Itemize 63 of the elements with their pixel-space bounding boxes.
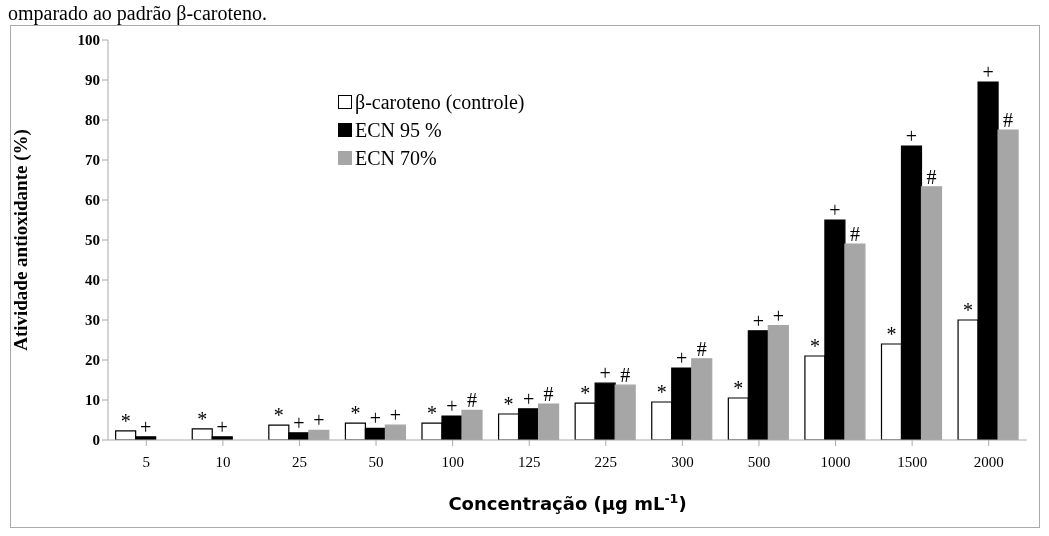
- data-label: #: [543, 383, 554, 405]
- legend-label: β-caroteno (controle): [354, 90, 525, 116]
- data-label: *: [733, 377, 744, 399]
- x-axis-title: Concentração (µg mL$^{-1}$): [448, 490, 687, 514]
- data-label: #: [1003, 109, 1014, 131]
- data-label: *: [426, 402, 437, 425]
- y-tick-label: 40: [85, 272, 100, 289]
- x-tick-label: 1000: [820, 453, 851, 470]
- data-label: +: [216, 415, 228, 438]
- data-label: +: [772, 304, 784, 327]
- y-tick-label: 50: [85, 232, 100, 249]
- data-label: *: [580, 382, 591, 405]
- data-label: +: [140, 415, 152, 438]
- x-tick-label: 125: [517, 453, 541, 470]
- data-label: +: [293, 411, 305, 434]
- data-label: +: [752, 309, 764, 332]
- y-tick-label: 60: [85, 192, 100, 209]
- x-tick-label: 10: [215, 453, 231, 470]
- data-label: *: [197, 407, 208, 430]
- y-tick-label: 20: [85, 352, 100, 369]
- text: omparado ao padrão β-caroteno.: [8, 2, 267, 24]
- data-label: +: [522, 387, 535, 410]
- x-tick-label: 500: [747, 453, 771, 470]
- data-label: +: [313, 409, 325, 432]
- data-label: *: [809, 335, 820, 357]
- data-label: +: [982, 61, 994, 83]
- y-tick-label: 70: [85, 152, 100, 169]
- data-label: #: [466, 389, 477, 412]
- y-tick-label: 0: [92, 432, 100, 449]
- data-label: *: [350, 402, 361, 425]
- data-label: +: [389, 404, 402, 427]
- data-label: +: [599, 362, 611, 385]
- x-tick-label: 1500: [897, 453, 928, 470]
- legend-label: ECN 70%: [354, 146, 438, 171]
- data-label: *: [503, 393, 514, 415]
- data-label: *: [886, 323, 897, 345]
- y-tick-label: 10: [85, 392, 100, 409]
- legend-label: ECN 95 %: [354, 118, 443, 143]
- data-label: *: [273, 404, 284, 427]
- data-label: *: [963, 299, 974, 321]
- x-tick-label: 25: [291, 453, 307, 470]
- x-tick-label: 300: [671, 453, 694, 470]
- data-label: +: [829, 199, 841, 221]
- x-tick-label: 2000: [973, 453, 1004, 470]
- x-tick-label: 100: [441, 453, 464, 470]
- data-label: #: [849, 223, 860, 245]
- y-axis-title: Atividade antioxidante (%): [9, 129, 32, 351]
- data-label: *: [120, 409, 131, 432]
- y-tick-label: 80: [85, 112, 100, 129]
- x-tick-label: 5: [142, 453, 151, 470]
- data-label: +: [369, 407, 382, 430]
- y-tick-label: 100: [77, 32, 100, 49]
- x-tick-label: 50: [368, 453, 384, 470]
- y-tick-label: 90: [85, 72, 100, 89]
- data-label: +: [446, 395, 458, 417]
- data-label: +: [676, 347, 688, 369]
- data-label: *: [656, 381, 667, 403]
- data-label: #: [620, 364, 631, 387]
- y-tick-label: 30: [85, 312, 100, 329]
- data-label: #: [926, 165, 937, 188]
- data-label: #: [696, 337, 707, 360]
- x-tick-label: 225: [594, 453, 618, 470]
- data-label: +: [905, 125, 918, 147]
